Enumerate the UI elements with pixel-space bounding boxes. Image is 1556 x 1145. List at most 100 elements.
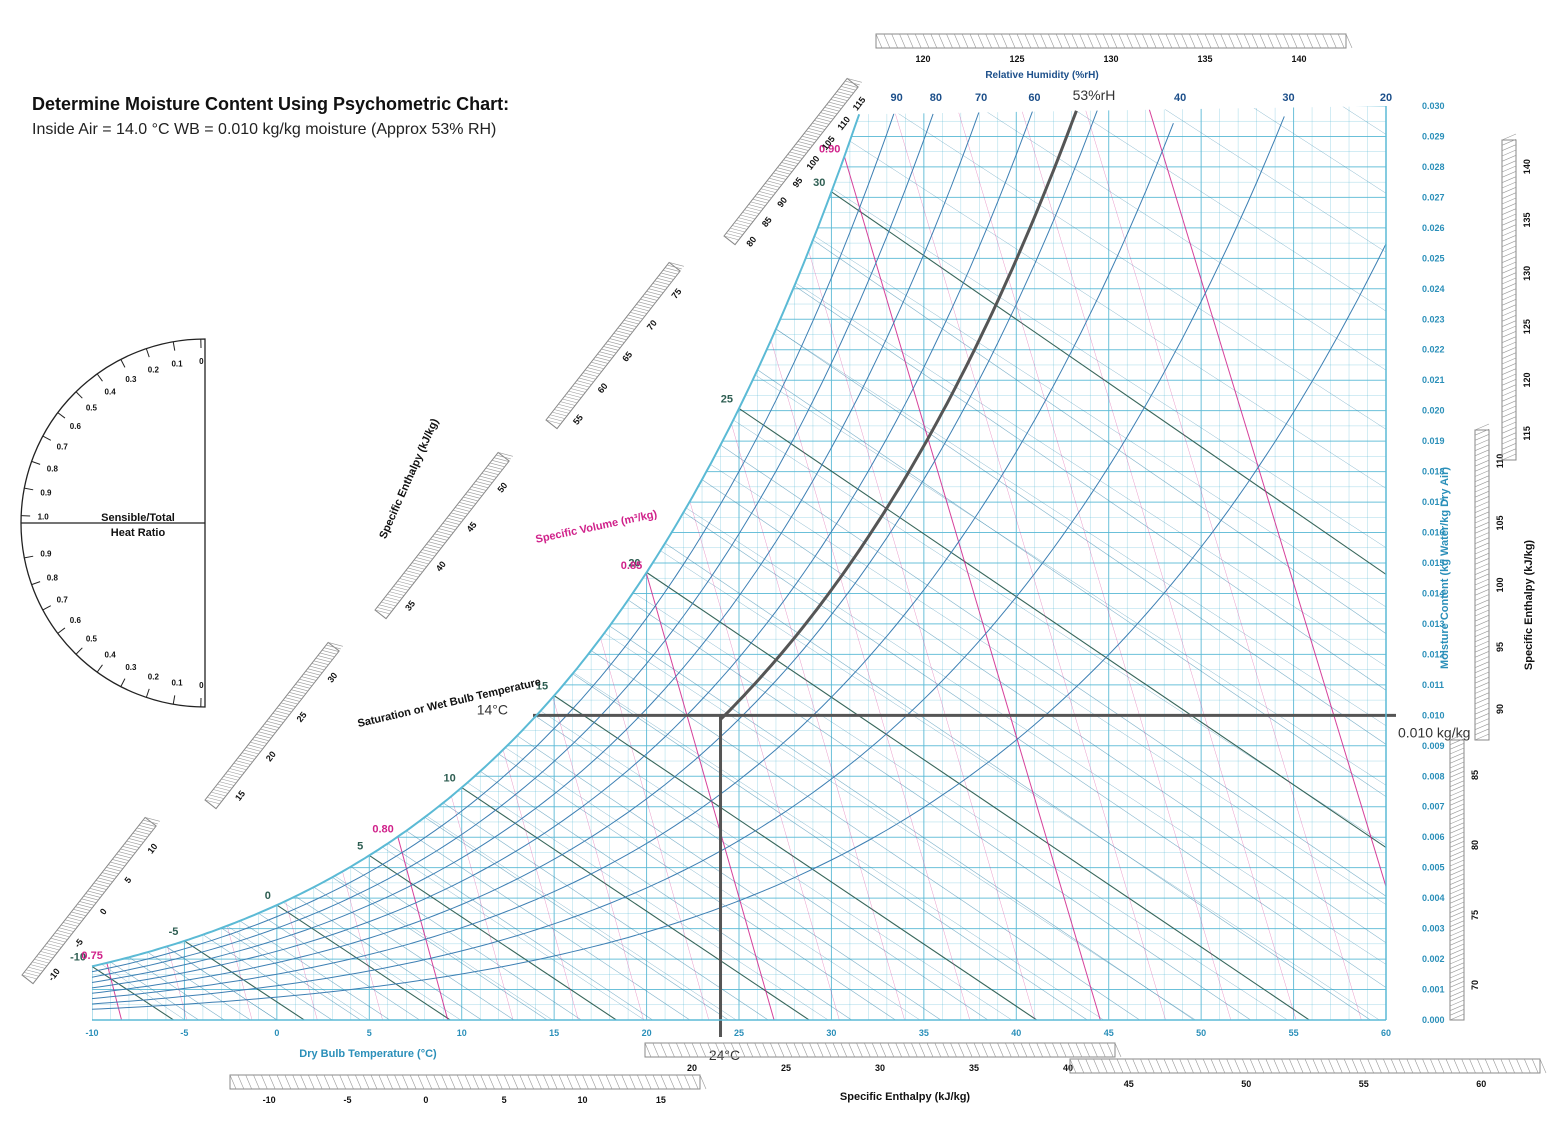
specific-volume-line <box>970 106 1362 1020</box>
enthalpy-scale-right-2-tick <box>1474 583 1490 591</box>
enthalpy-scale-diag-2-tick <box>297 681 313 686</box>
enthalpy-scale-diag-2-tick <box>260 728 276 734</box>
enthalpy-scale-bottom-1-tick <box>417 1074 425 1090</box>
enthalpy-scale-right-1-tick <box>1449 999 1465 1007</box>
enthalpy-scale-right-3-tick <box>1501 208 1517 215</box>
enthalpy-scale-bottom-3-tick <box>1148 1058 1155 1074</box>
enthalpy-scale-diag-3-tick <box>483 470 499 475</box>
enthalpy-scale-diag-2-tick <box>268 718 284 723</box>
y-tick-label: 0.006 <box>1422 832 1445 842</box>
enthalpy-scale-bottom-2-label: 25 <box>781 1063 791 1073</box>
enthalpy-scale-diag-3-label: 50 <box>495 480 509 494</box>
protractor-tick-label: 0.8 <box>47 465 59 474</box>
enthalpy-scale-bottom-1-tick <box>315 1074 323 1090</box>
enthalpy-scale-bottom-1-tick <box>362 1074 370 1090</box>
enthalpy-scale-diag-5-tick <box>806 130 821 136</box>
enthalpy-scale-bottom-1-label: 5 <box>502 1095 507 1105</box>
enthalpy-scale-bottom-1-tick <box>355 1074 362 1090</box>
enthalpy-scale-diag-3-tick <box>434 533 450 539</box>
enthalpy-scale-bottom-3-tick <box>1500 1058 1508 1074</box>
enthalpy-scale-diag-4-tick <box>566 393 582 398</box>
enthalpy-scale-top-tick <box>1259 33 1267 49</box>
enthalpy-scale-diag-4-tick <box>556 406 572 412</box>
enthalpy-scale-right-3-label: 115 <box>1522 426 1532 441</box>
enthalpy-scale-right-2-tick <box>1474 490 1490 498</box>
enthalpy-scale-diag-2-tick <box>264 723 280 729</box>
enthalpy-scale-diag-4-tick <box>576 380 592 385</box>
enthalpy-scale-bottom-2-tick <box>958 1042 965 1058</box>
enthalpy-scale-diag-5-tick <box>762 185 778 191</box>
protractor-tick <box>96 373 103 382</box>
wet-bulb-line <box>517 735 943 1020</box>
enthalpy-scale-diag-2-label: 30 <box>325 670 339 684</box>
enthalpy-scale-diag-1-tick <box>56 930 72 935</box>
enthalpy-scale-top-tick <box>1267 33 1274 49</box>
enthalpy-scale-diag-3-tick <box>389 591 405 596</box>
enthalpy-scale-bottom-2-tick <box>817 1042 824 1058</box>
protractor-tick <box>96 664 103 673</box>
enthalpy-scale-diag-3-tick <box>401 575 417 581</box>
enthalpy-scale-diag-5-tick <box>777 167 793 172</box>
enthalpy-scale-diag-3-tick <box>493 457 509 462</box>
protractor-tick-label: 0.5 <box>86 403 98 412</box>
enthalpy-scale-top-tick <box>1016 33 1024 49</box>
enthalpy-scale-diag-3-tick <box>430 538 446 544</box>
wet-bulb-annotation: 14°C <box>477 701 508 717</box>
enthalpy-scale-right-3-label: 135 <box>1522 212 1532 227</box>
enthalpy-scale-bottom-3-tick <box>1328 1058 1335 1074</box>
enthalpy-scale-diag-1-tick <box>145 817 160 822</box>
enthalpy-scale-bottom-3-tick <box>1453 1058 1461 1074</box>
specific-volume-line <box>843 156 1101 1020</box>
enthalpy-scale-diag-1-tick <box>93 882 109 888</box>
enthalpy-scale-diag-5-tick <box>738 217 754 222</box>
enthalpy-scale-bottom-2-tick <box>989 1042 996 1058</box>
enthalpy-scale-bottom-3-tick <box>1484 1058 1492 1074</box>
enthalpy-scale-right-2-tick <box>1474 496 1490 503</box>
enthalpy-scale-top-tick <box>1322 33 1329 49</box>
enthalpy-scale-right-1-tick <box>1449 1013 1465 1021</box>
wet-bulb-line <box>258 912 425 1020</box>
enthalpy-scale-diag-5-tick <box>818 114 834 120</box>
y-tick-label: 0.025 <box>1422 253 1445 263</box>
enthalpy-scale-diag-3-tick <box>471 486 487 491</box>
x-tick-label: 5 <box>367 1028 372 1038</box>
enthalpy-scale-bottom-1-tick <box>597 1074 605 1090</box>
enthalpy-scale-diag-3-tick <box>440 525 456 531</box>
enthalpy-scale-top-tick <box>1212 33 1220 49</box>
enthalpy-scale-bottom-1-frame <box>229 1074 701 1090</box>
x-tick-label: 15 <box>549 1028 559 1038</box>
enthalpy-scale-bottom-2-tick <box>973 1042 981 1058</box>
enthalpy-scale-bottom-3: 45 50 55 60 <box>1069 1058 1547 1089</box>
enthalpy-scale-right-1-tick <box>1449 771 1465 778</box>
enthalpy-line <box>573 672 1104 1020</box>
enthalpy-scale-diag-1-tick <box>46 943 62 948</box>
enthalpy-scale-top-label: 140 <box>1291 54 1306 64</box>
enthalpy-scale-diag-1-tick <box>65 919 80 925</box>
enthalpy-scale-bottom-2-tick <box>934 1042 942 1058</box>
enthalpy-scale-bottom-2-tick <box>746 1042 754 1058</box>
enthalpy-scale-bottom-3-tick <box>1101 1058 1108 1074</box>
enthalpy-scale-bottom-1-tick <box>613 1074 621 1090</box>
enthalpy-scale-bottom-2-tick <box>730 1042 738 1058</box>
enthalpy-scale-diag-1-tick <box>132 832 148 838</box>
enthalpy-scale-right-3-tick <box>1501 261 1517 269</box>
enthalpy-scale-diag-1-tick <box>97 877 113 882</box>
enthalpy-scale-diag-4-tick <box>619 325 635 330</box>
enthalpy-scale-diag-3-tick <box>467 491 483 496</box>
enthalpy-scale-diag-3-tick <box>424 546 440 552</box>
enthalpy-scale-diag-5-tick <box>836 91 852 96</box>
enthalpy-scale-diag-3-tick <box>454 507 470 512</box>
enthalpy-scale-diag-4-tick <box>617 327 633 333</box>
enthalpy-scale-diag-4-tick <box>632 309 647 314</box>
enthalpy-scale-bottom-2-tick <box>1099 1042 1106 1058</box>
enthalpy-scale-right-3-tick <box>1501 437 1517 445</box>
enthalpy-scale-right-1-tick <box>1449 990 1465 997</box>
enthalpy-scale-diag-5-tick <box>787 154 803 159</box>
enthalpy-scale-diag-5-tick <box>779 164 795 170</box>
wet-bulb-label: -5 <box>169 926 179 938</box>
enthalpy-scale-bottom-1-tick <box>441 1074 448 1090</box>
wet-bulb-label: -10 <box>70 951 86 963</box>
enthalpy-scale-diag-5-tick <box>820 112 836 117</box>
enthalpy-scale-right-2-tick <box>1474 609 1490 617</box>
enthalpy-scale-bottom-1-tick <box>550 1074 558 1090</box>
